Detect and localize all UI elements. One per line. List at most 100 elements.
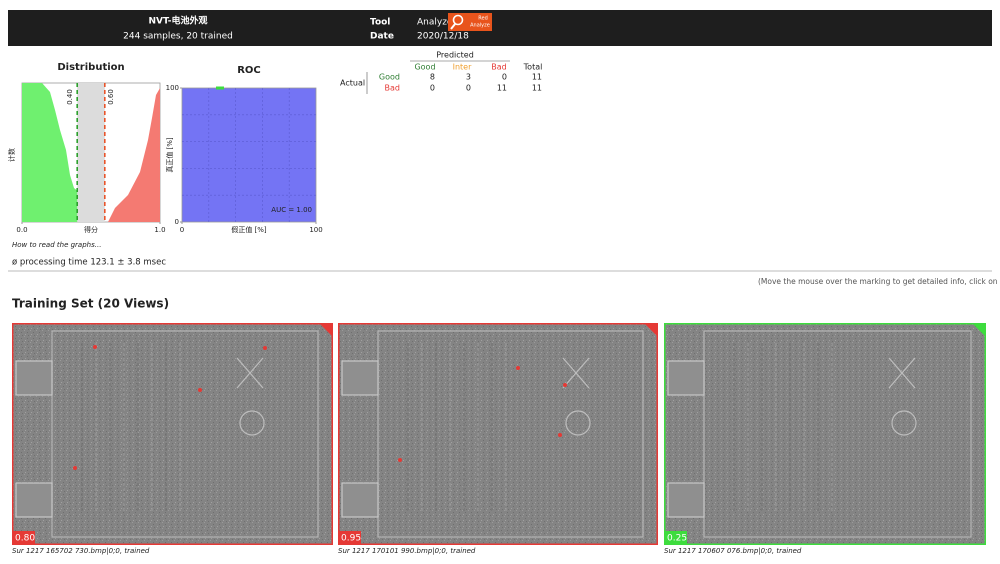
icon-text: Analyze [470,23,490,29]
threshold-band [77,83,105,222]
battery-tab [15,360,53,396]
defect-mark[interactable] [398,458,402,462]
date-label: Date [370,32,394,42]
date-value: 2020/12/18 [417,32,469,42]
good-distribution [22,83,95,222]
corner-flag [972,323,986,337]
tool-icon[interactable] [448,13,492,31]
score-box [339,531,361,544]
column-header: Bad [491,63,506,72]
processing-time: ø processing time 123.1 ± 3.8 msec [12,258,166,268]
how-to-link[interactable]: How to read the graphs... [12,241,101,249]
view-border [12,323,333,545]
cell: 0 [502,73,507,82]
roc-area [181,87,317,223]
bin-icon [236,357,264,389]
corner-flag [644,323,658,337]
predicted-label: Predicted [436,51,474,60]
column-header: Total [523,63,543,72]
battery-tab [667,482,705,518]
x-tick-label: 0 [180,226,184,234]
threshold-label: 0.60 [107,89,115,105]
view-border [338,323,658,545]
threshold-label: 0.40 [66,89,74,105]
view[interactable]: 0.25 [664,323,986,545]
score: 0.25 [667,534,687,544]
auc-annotation: AUC = 1.00 [271,206,312,214]
chart-title: ROC [237,65,261,76]
header-bar [8,10,992,46]
defect-mark[interactable] [563,383,567,387]
header-subtitle: 244 samples, 20 trained [123,32,233,42]
view-image [338,323,658,545]
defect-mark[interactable] [73,466,77,470]
y-tick-label: 0 [175,218,179,226]
score-box [665,531,687,544]
defect-mark[interactable] [198,388,202,392]
cell: 3 [466,73,471,82]
x-axis-label: 假正值 [%] [231,225,267,234]
hint: (Move the mouse over the marking to get … [758,277,1000,286]
battery-tab [341,360,379,396]
score-box [13,531,35,544]
x-tick-label: 0.0 [16,226,27,234]
icon-text: Red [478,16,488,22]
battery-body [377,330,644,538]
cell: 11 [532,73,542,82]
bin-icon [562,357,590,389]
x-axis-label: 得分 [84,225,98,234]
battery-tab [341,482,379,518]
bad-distribution [108,88,160,222]
distribution-chart [21,82,161,223]
recycle-icon [891,410,917,436]
chart-title: Distribution [57,62,124,73]
defect-mark[interactable] [93,345,97,349]
battery-body [703,330,972,538]
section-title: Training Set (20 Views) [12,297,169,311]
actual-label: Actual [340,79,365,88]
score: 0.95 [341,534,361,544]
views: 0.80 Sur 1217 165702 730.bmp|0;0, trained… [12,323,986,555]
cell: 8 [430,73,435,82]
battery-tab [15,482,53,518]
y-axis-label: 真正值 [%] [165,137,174,173]
tool-value: Analyze [417,18,453,28]
magnifier-handle [450,23,456,30]
recycle-icon [565,410,591,436]
roc-marker [216,86,224,90]
bin-icon [888,357,916,389]
defect-mark[interactable] [263,346,267,350]
row-header: Good [379,73,400,82]
header-title: NVT-电池外观 [148,15,207,27]
defect-mark[interactable] [558,433,562,437]
cell: 11 [497,84,507,93]
view-caption: Sur 1217 170101 990.bmp|0;0, trained [338,547,476,555]
recycle-icon [239,410,265,436]
row-header: Bad [385,84,400,93]
cell: 0 [466,84,471,93]
view[interactable]: 0.80 [12,323,333,545]
corner-flag [319,323,333,337]
magnifier [452,14,464,26]
view-image [664,323,986,545]
y-tick-label: 100 [166,84,179,92]
view[interactable]: 0.95 [338,323,658,545]
x-tick-label: 100 [309,226,322,234]
column-header: Inter [453,63,472,72]
x-tick-label: 1.0 [154,226,165,234]
view-border [664,323,986,545]
view-caption: Sur 1217 165702 730.bmp|0;0, trained [12,547,150,555]
tool-label: Tool [370,18,390,28]
battery-body [51,330,319,538]
cell: 11 [532,84,542,93]
battery-tab [667,360,705,396]
cell: 0 [430,84,435,93]
defect-mark[interactable] [516,366,520,370]
y-axis-label: 计数 [7,148,16,162]
view-caption: Sur 1217 170607 076.bmp|0;0, trained [664,547,802,555]
column-header: Good [414,63,435,72]
score: 0.80 [15,534,35,544]
view-image [12,323,333,545]
